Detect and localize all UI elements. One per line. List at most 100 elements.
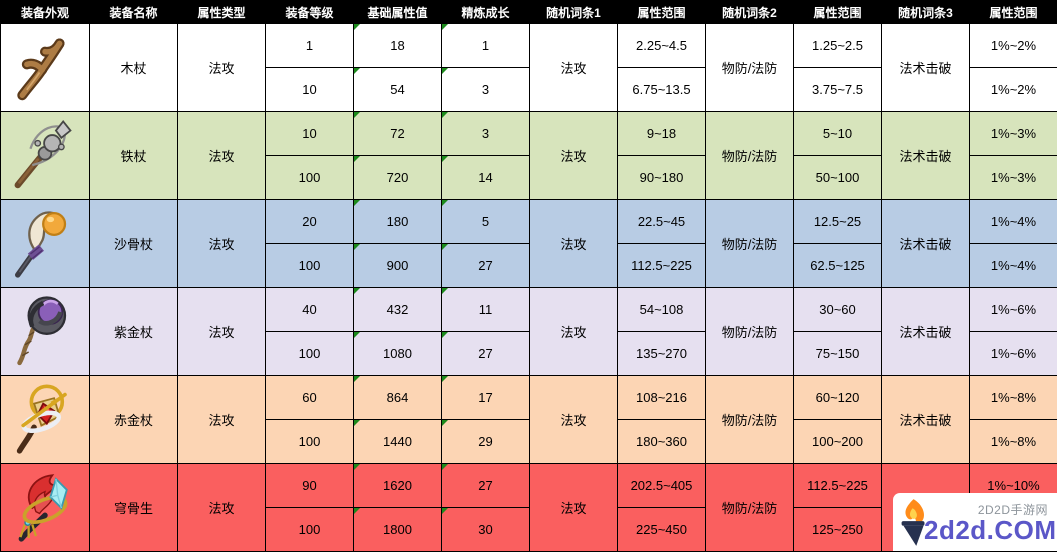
refine-growth-value: 14 <box>442 156 530 200</box>
header-random-entry-2: 随机词条2 <box>706 1 794 24</box>
refine-growth-value: 5 <box>442 200 530 244</box>
attribute-type: 法攻 <box>178 376 266 464</box>
attribute-type: 法攻 <box>178 288 266 376</box>
base-attribute-value: 54 <box>354 68 442 112</box>
refine-growth-value: 27 <box>442 464 530 508</box>
equipment-level: 100 <box>266 244 354 288</box>
random-entry-1: 法攻 <box>530 112 618 200</box>
equipment-level: 90 <box>266 464 354 508</box>
refine-growth-value: 27 <box>442 244 530 288</box>
header-random-entry-3: 随机词条3 <box>882 1 970 24</box>
base-attribute-value: 1440 <box>354 420 442 464</box>
base-attribute-value: 900 <box>354 244 442 288</box>
equipment-icon-cell <box>1 376 90 464</box>
header-random-entry-1: 随机词条1 <box>530 1 618 24</box>
header-range-2: 属性范围 <box>794 1 882 24</box>
attribute-range-2: 1.25~2.5 <box>794 24 882 68</box>
header-name: 装备名称 <box>90 1 178 24</box>
header-refine-growth: 精炼成长 <box>442 1 530 24</box>
equipment-name: 木杖 <box>90 24 178 112</box>
base-attribute-value: 432 <box>354 288 442 332</box>
random-entry-1: 法攻 <box>530 288 618 376</box>
attribute-range-2: 5~10 <box>794 112 882 156</box>
random-entry-2: 物防/法防 <box>706 376 794 464</box>
random-entry-3: 法术击破 <box>882 112 970 200</box>
equipment-name: 紫金杖 <box>90 288 178 376</box>
attribute-range-1: 6.75~13.5 <box>618 68 706 112</box>
attribute-type: 法攻 <box>178 464 266 552</box>
base-attribute-value: 1620 <box>354 464 442 508</box>
header-attr-type: 属性类型 <box>178 1 266 24</box>
random-entry-3: 法术击破 <box>882 376 970 464</box>
refine-growth-value: 1 <box>442 24 530 68</box>
attribute-range-2: 12.5~25 <box>794 200 882 244</box>
attribute-range-2: 75~150 <box>794 332 882 376</box>
attribute-range-1: 202.5~405 <box>618 464 706 508</box>
attribute-range-2: 3.75~7.5 <box>794 68 882 112</box>
random-entry-2: 物防/法防 <box>706 288 794 376</box>
attribute-range-1: 90~180 <box>618 156 706 200</box>
attribute-range-3: 1%~4% <box>970 200 1057 244</box>
header-base-value: 基础属性值 <box>354 1 442 24</box>
attribute-range-2: 112.5~225 <box>794 464 882 508</box>
attribute-range-2: 30~60 <box>794 288 882 332</box>
refine-growth-value: 17 <box>442 376 530 420</box>
attribute-range-1: 108~216 <box>618 376 706 420</box>
base-attribute-value: 72 <box>354 112 442 156</box>
attribute-range-1: 54~108 <box>618 288 706 332</box>
random-entry-3: 法术击破 <box>882 288 970 376</box>
equipment-name: 穹骨生 <box>90 464 178 552</box>
watermark-domain: 2d2d.COM <box>924 515 1057 546</box>
equipment-name: 赤金杖 <box>90 376 178 464</box>
refine-growth-value: 29 <box>442 420 530 464</box>
base-attribute-value: 1080 <box>354 332 442 376</box>
equipment-icon-cell <box>1 24 90 112</box>
base-attribute-value: 720 <box>354 156 442 200</box>
refine-growth-value: 3 <box>442 68 530 112</box>
purple-gold-staff-icon <box>1 291 89 373</box>
refine-growth-value: 3 <box>442 112 530 156</box>
header-level: 装备等级 <box>266 1 354 24</box>
attribute-range-2: 62.5~125 <box>794 244 882 288</box>
random-entry-1: 法攻 <box>530 24 618 112</box>
red-gold-staff-icon <box>1 379 89 461</box>
attribute-type: 法攻 <box>178 200 266 288</box>
wooden-staff-icon <box>1 27 89 109</box>
attribute-type: 法攻 <box>178 112 266 200</box>
crimson-feather-staff-icon <box>1 467 89 549</box>
equipment-icon-cell <box>1 112 90 200</box>
base-attribute-value: 1800 <box>354 508 442 552</box>
attribute-range-3: 1%~2% <box>970 24 1057 68</box>
refine-growth-value: 30 <box>442 508 530 552</box>
equipment-level: 100 <box>266 332 354 376</box>
sand-bone-staff-icon <box>1 203 89 285</box>
attribute-range-2: 60~120 <box>794 376 882 420</box>
iron-staff-icon <box>1 115 89 197</box>
random-entry-2: 物防/法防 <box>706 112 794 200</box>
random-entry-1: 法攻 <box>530 200 618 288</box>
attribute-range-2: 50~100 <box>794 156 882 200</box>
equipment-level: 60 <box>266 376 354 420</box>
equipment-level: 100 <box>266 156 354 200</box>
watermark: 2D2D手游网 2d2d.COM <box>893 493 1057 551</box>
attribute-range-3: 1%~8% <box>970 376 1057 420</box>
table-row: 紫金杖 法攻 40 432 11 法攻 54~108 物防/法防 30~60 法… <box>1 288 1057 332</box>
equipment-icon-cell <box>1 200 90 288</box>
attribute-range-3: 1%~2% <box>970 68 1057 112</box>
attribute-range-1: 135~270 <box>618 332 706 376</box>
attribute-range-3: 1%~3% <box>970 156 1057 200</box>
attribute-range-1: 225~450 <box>618 508 706 552</box>
random-entry-2: 物防/法防 <box>706 464 794 552</box>
equipment-name: 铁杖 <box>90 112 178 200</box>
equipment-level: 1 <box>266 24 354 68</box>
random-entry-2: 物防/法防 <box>706 200 794 288</box>
attribute-range-1: 112.5~225 <box>618 244 706 288</box>
attribute-type: 法攻 <box>178 24 266 112</box>
attribute-range-3: 1%~4% <box>970 244 1057 288</box>
attribute-range-2: 125~250 <box>794 508 882 552</box>
attribute-range-3: 1%~8% <box>970 420 1057 464</box>
random-entry-1: 法攻 <box>530 376 618 464</box>
random-entry-2: 物防/法防 <box>706 24 794 112</box>
equipment-name: 沙骨杖 <box>90 200 178 288</box>
